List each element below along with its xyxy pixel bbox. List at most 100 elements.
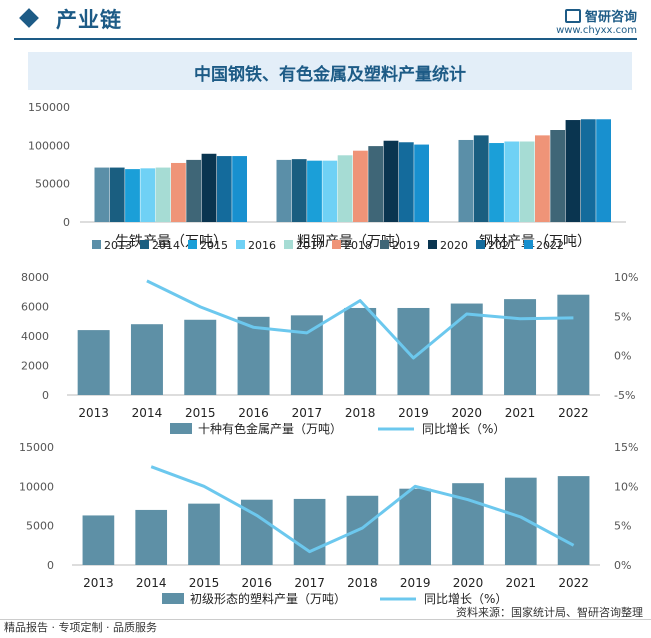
y-left-tick-label: 8000 [21, 271, 49, 284]
y-left-tick-label: 10000 [19, 480, 54, 493]
x-tick-label: 2021 [505, 406, 536, 420]
bar [473, 135, 489, 222]
bar [307, 160, 322, 222]
x-tick-label: 2017 [294, 576, 325, 590]
bar [216, 156, 232, 222]
legend-swatch [380, 240, 389, 249]
bar [290, 315, 323, 395]
y-left-tick-label: 0 [47, 559, 54, 572]
x-tick-label: 2019 [400, 576, 431, 590]
x-tick-label: 2018 [345, 406, 376, 420]
legend-label: 2014 [152, 239, 180, 252]
x-tick-label: 2022 [558, 406, 589, 420]
footer-slogan: 精品报告 · 专项定制 · 品质服务 [4, 621, 157, 634]
x-tick-label: 2014 [132, 406, 163, 420]
bar [155, 167, 171, 222]
bar [346, 495, 379, 565]
y-right-tick-label: 0% [614, 559, 631, 572]
chart-title: 中国钢铁、有色金属及塑料产量统计 [194, 65, 466, 85]
brand-url: www.chyxx.com [556, 25, 637, 36]
bar [565, 120, 581, 222]
bar [140, 168, 156, 222]
x-category-label: 钢材产量（万吨） [479, 234, 591, 250]
bar [399, 488, 432, 565]
bar [109, 167, 125, 222]
x-tick-label: 2015 [185, 406, 216, 420]
legend-swatch [524, 240, 533, 249]
legend-swatch [428, 240, 437, 249]
bar [353, 150, 368, 222]
y-left-tick-label: 4000 [21, 330, 49, 343]
x-tick-label: 2018 [347, 576, 378, 590]
y-left-tick-label: 0 [42, 389, 49, 402]
y-right-tick-label: -5% [614, 389, 635, 402]
legend-label: 2017 [296, 239, 324, 252]
legend-label-line: 同比增长（%） [422, 422, 505, 436]
y-tick-label: 100000 [28, 139, 70, 152]
y-tick-label: 150000 [28, 101, 70, 114]
legend-swatch-bar [162, 593, 184, 604]
y-right-tick-label: 10% [614, 480, 638, 493]
bar [171, 162, 186, 222]
bar [337, 155, 353, 222]
legend-label: 2020 [440, 239, 468, 252]
x-tick-label: 2019 [398, 406, 429, 420]
legend-label: 2013 [104, 239, 132, 252]
footer: 精品报告 · 专项定制 · 品质服务 资料来源：国家统计局、智研咨询整理 [0, 606, 651, 638]
legend-label-bar: 初级形态的塑料产量（万吨） [190, 591, 346, 606]
bar [186, 159, 202, 222]
brand-name: 智研咨询 [584, 10, 637, 25]
x-tick-label: 2021 [506, 576, 537, 590]
legend-label-line: 同比增长（%） [424, 592, 507, 606]
legend-label: 2016 [248, 239, 276, 252]
bar [291, 159, 307, 222]
legend-swatch-bar [170, 423, 192, 434]
bar [130, 324, 163, 395]
bar [450, 303, 483, 395]
y-tick-label: 50000 [35, 178, 70, 191]
bar [135, 509, 168, 565]
legend-swatch [236, 240, 245, 249]
bar [398, 142, 414, 222]
bar [125, 169, 140, 222]
brand: 智研咨询 www.chyxx.com [556, 6, 637, 36]
legend-swatch [92, 240, 101, 249]
legend-swatch [188, 240, 197, 249]
legend-swatch [476, 240, 485, 249]
bar [184, 319, 217, 395]
bar [232, 156, 247, 222]
bar [383, 140, 399, 222]
bar [535, 135, 550, 222]
legend-swatch [284, 240, 293, 249]
x-tick-label: 2013 [78, 406, 109, 420]
section-title: 产业链 [56, 8, 122, 32]
bar [504, 141, 520, 222]
header: 产业链 智研咨询 www.chyxx.com [0, 0, 651, 40]
bar [596, 119, 611, 222]
bar [550, 130, 566, 222]
x-tick-label: 2014 [136, 576, 167, 590]
legend-label: 2022 [536, 239, 564, 252]
bar [188, 503, 220, 565]
y-left-tick-label: 15000 [19, 441, 54, 454]
bar [580, 119, 596, 222]
bar [77, 330, 110, 395]
y-left-tick-label: 2000 [21, 360, 49, 373]
x-tick-label: 2017 [292, 406, 323, 420]
bar [557, 294, 590, 395]
y-right-tick-label: 10% [614, 271, 638, 284]
x-tick-label: 2020 [453, 576, 484, 590]
x-tick-label: 2016 [242, 576, 273, 590]
bar [276, 159, 292, 222]
legend-label-bar: 十种有色金属产量（万吨） [198, 421, 342, 436]
bar [489, 143, 504, 222]
growth-line [146, 279, 574, 360]
y-left-tick-label: 5000 [26, 520, 54, 533]
bar [458, 139, 474, 222]
y-tick-label: 0 [63, 216, 70, 229]
brand-logo-icon [564, 8, 581, 23]
legend-label: 2015 [200, 239, 228, 252]
y-right-tick-label: 15% [614, 441, 638, 454]
x-tick-label: 2020 [451, 406, 482, 420]
